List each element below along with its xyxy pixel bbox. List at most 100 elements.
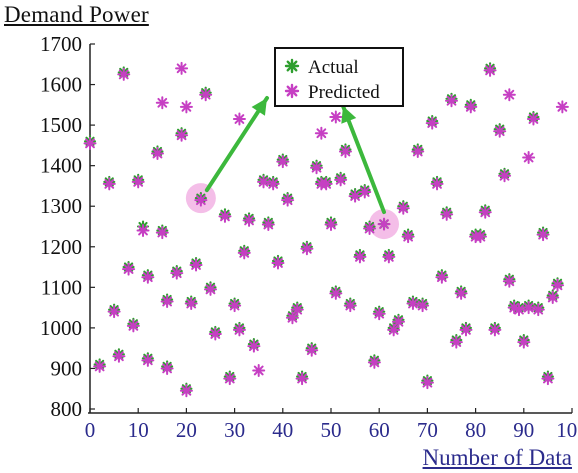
predicted-point xyxy=(285,311,299,325)
predicted-point xyxy=(295,372,309,386)
predicted-point xyxy=(141,270,155,284)
predicted-point xyxy=(257,175,271,189)
predicted-point xyxy=(329,286,343,300)
callout-arrow-head xyxy=(341,106,357,124)
predicted-point xyxy=(531,303,545,317)
predicted-point xyxy=(141,353,155,367)
predicted-point xyxy=(406,297,420,311)
predicted-point xyxy=(338,144,352,158)
predicted-point xyxy=(184,297,198,311)
y-tick: 1500 xyxy=(40,113,95,137)
predicted-point xyxy=(208,327,222,341)
predicted-point xyxy=(305,343,319,357)
predicted-point xyxy=(343,299,357,313)
predicted-point xyxy=(445,94,458,108)
predicted-point xyxy=(228,299,242,313)
x-axis-title: Number of Data xyxy=(422,445,572,470)
y-tick-label: 1100 xyxy=(41,275,82,299)
points-layer xyxy=(83,61,569,398)
y-tick-label: 1000 xyxy=(40,316,82,340)
x-tick-label: 40 xyxy=(272,418,293,442)
y-tick: 1700 xyxy=(40,32,95,56)
predicted-point xyxy=(247,339,261,353)
x-tick-label: 20 xyxy=(176,418,197,442)
predicted-point xyxy=(526,112,540,126)
predicted-point xyxy=(218,209,232,223)
legend: Actual Predicted xyxy=(274,47,404,107)
predicted-point xyxy=(541,372,555,386)
predicted-point xyxy=(478,205,492,219)
predicted-point xyxy=(223,372,237,386)
callout-arrow-line xyxy=(204,96,269,193)
y-tick-label: 1200 xyxy=(40,235,82,259)
x-tick: 70 xyxy=(417,408,438,442)
predicted-point xyxy=(382,250,396,264)
predicted-point xyxy=(502,274,516,288)
predicted-point xyxy=(358,185,372,199)
x-tick-label: 0 xyxy=(85,418,96,442)
predicted-point xyxy=(83,136,97,150)
predicted-point xyxy=(367,355,381,369)
x-tick: 60 xyxy=(369,408,390,442)
x-tick: 80 xyxy=(465,408,486,442)
predicted-point xyxy=(179,384,193,398)
predicted-point xyxy=(329,110,343,124)
predicted-point xyxy=(204,282,217,296)
predicted-point xyxy=(459,323,473,337)
predicted-point xyxy=(281,193,295,207)
y-tick: 1600 xyxy=(40,73,95,97)
predicted-point xyxy=(425,116,439,130)
predicted-point xyxy=(512,303,526,317)
y-tick: 1200 xyxy=(40,235,95,259)
legend-marker xyxy=(284,83,300,99)
x-tick-label: 100 xyxy=(556,418,578,442)
predicted-point xyxy=(155,226,169,240)
x-tick-label: 50 xyxy=(321,418,342,442)
predicted-point xyxy=(189,258,203,272)
y-tick: 1300 xyxy=(40,194,95,218)
x-tick: 100 xyxy=(556,408,578,442)
x-tick-label: 80 xyxy=(465,418,486,442)
predicted-point xyxy=(93,359,107,373)
predicted-point xyxy=(252,363,266,377)
x-tick: 20 xyxy=(176,408,197,442)
predicted-point xyxy=(396,201,410,215)
predicted-point xyxy=(131,175,145,189)
predicted-point xyxy=(353,250,367,264)
predicted-point xyxy=(372,307,386,321)
predicted-point xyxy=(179,100,193,114)
predicted-point xyxy=(199,88,213,102)
predicted-point xyxy=(237,246,251,260)
predicted-point xyxy=(517,335,531,349)
y-tick-label: 1500 xyxy=(40,113,82,137)
y-tick-label: 1300 xyxy=(40,194,82,218)
predicted-point xyxy=(498,169,512,183)
y-tick-label: 1700 xyxy=(40,32,82,56)
x-tick: 40 xyxy=(272,408,293,442)
predicted-point xyxy=(401,230,415,244)
predicted-point xyxy=(502,88,516,102)
predicted-point xyxy=(324,217,338,231)
x-tick: 10 xyxy=(128,408,149,442)
predicted-point xyxy=(102,177,116,191)
y-tick: 1000 xyxy=(40,316,95,340)
callout-arrow-head xyxy=(251,98,267,116)
predicted-point xyxy=(126,319,140,333)
y-axis-title: Demand Power xyxy=(4,2,149,27)
x-tick: 0 xyxy=(85,408,96,442)
predicted-point xyxy=(290,303,304,317)
predicted-point xyxy=(464,100,478,114)
predicted-point xyxy=(483,63,497,77)
predicted-point xyxy=(160,295,174,309)
predicted-point xyxy=(348,189,362,203)
predicted-point xyxy=(387,323,401,337)
predicted-point xyxy=(117,67,131,81)
y-tick-label: 800 xyxy=(51,397,83,421)
predicted-point xyxy=(232,323,246,337)
x-tick: 30 xyxy=(224,408,245,442)
predicted-point xyxy=(107,305,121,319)
predicted-point xyxy=(555,100,569,114)
y-tick-label: 900 xyxy=(51,356,83,380)
x-tick-label: 70 xyxy=(417,418,438,442)
predicted-point xyxy=(300,242,314,256)
